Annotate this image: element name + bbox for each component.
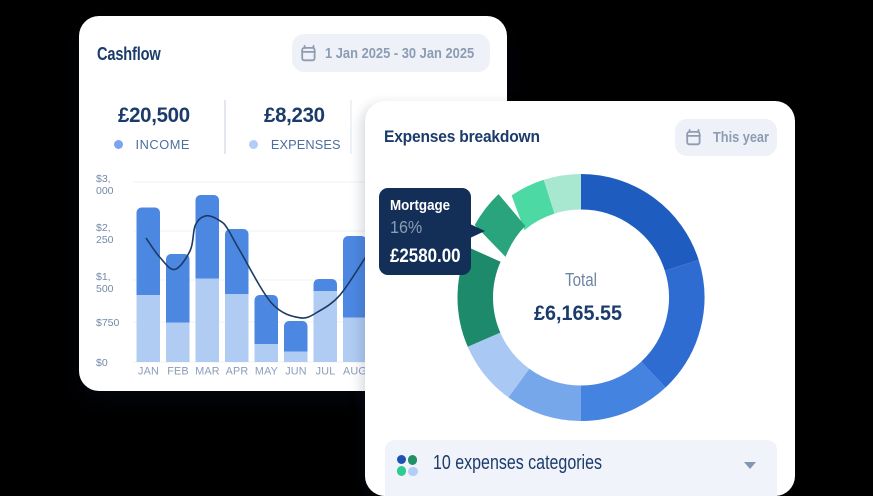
svg-text:MAR: MAR	[195, 366, 220, 378]
svg-text:$3,: $3,	[96, 173, 111, 185]
svg-text:250: 250	[96, 234, 114, 246]
svg-text:APR: APR	[226, 366, 249, 378]
svg-text:500: 500	[96, 283, 114, 295]
svg-text:JUL: JUL	[316, 366, 336, 378]
svg-text:$750: $750	[96, 317, 120, 329]
svg-text:JAN: JAN	[138, 366, 159, 378]
svg-text:AUG: AUG	[343, 366, 367, 378]
svg-text:JUN: JUN	[285, 366, 307, 378]
svg-text:FEB: FEB	[167, 366, 189, 378]
svg-text:$2,: $2,	[96, 222, 111, 234]
svg-text:$1,: $1,	[96, 271, 111, 283]
svg-text:000: 000	[96, 185, 114, 197]
svg-text:MAY: MAY	[255, 366, 278, 378]
svg-text:$0: $0	[96, 357, 108, 369]
